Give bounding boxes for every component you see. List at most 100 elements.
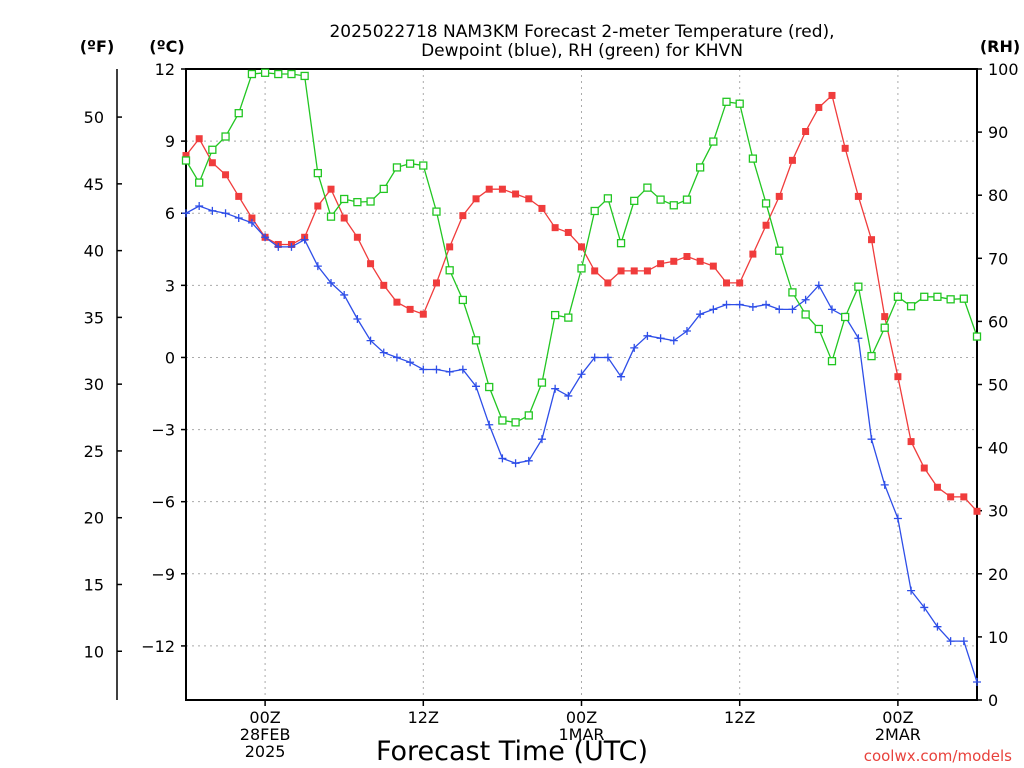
y-fahrenheit-tick-label: 35 — [84, 308, 104, 327]
rh-point — [366, 197, 375, 206]
temperature-point — [564, 228, 572, 236]
rh-point — [906, 302, 916, 311]
grid — [186, 69, 977, 700]
dewpoint-point — [182, 209, 190, 218]
dewpoint-point — [788, 305, 797, 314]
temperature-point — [868, 236, 876, 244]
temperature-point — [788, 156, 796, 164]
dewpoint-point — [617, 372, 626, 381]
rh-point — [630, 196, 639, 206]
dewpoint-point — [867, 435, 876, 444]
temperature-point — [459, 212, 467, 220]
dewpoint-point — [498, 454, 507, 463]
y-rh-tick-label: 50 — [988, 376, 1008, 395]
y-celsius-tick-label: 3 — [165, 276, 175, 295]
rh-point — [682, 195, 692, 204]
x-tick-label: 00Z — [566, 708, 597, 727]
temperature-point — [195, 135, 203, 143]
y-rh-tick-label: 80 — [988, 186, 1008, 205]
dewpoint-point — [366, 336, 375, 345]
y-celsius-tick-label: 12 — [155, 60, 175, 79]
x-tick-label: 1MAR — [558, 725, 604, 744]
dewpoint-point — [854, 334, 863, 343]
temperature-point — [525, 195, 533, 203]
dewpoint-point — [630, 343, 639, 352]
dewpoint-point — [946, 637, 955, 646]
rh-point — [946, 295, 955, 304]
dewpoint-point — [195, 202, 204, 211]
dewpoint-point — [392, 353, 401, 362]
rh-point — [392, 163, 402, 172]
dewpoint-point — [827, 305, 836, 314]
y-fahrenheit-tick-label: 30 — [84, 375, 104, 394]
temperature-point — [512, 190, 520, 198]
temperature-point — [670, 257, 678, 265]
dewpoint-point — [406, 358, 415, 367]
temperature-point — [617, 267, 625, 275]
temperature-point — [248, 214, 256, 222]
dewpoint-point — [907, 586, 916, 595]
temperature-point — [736, 279, 744, 287]
temperature-point — [208, 159, 216, 167]
rh-point — [775, 246, 784, 255]
temperature-point — [235, 192, 243, 200]
dewpoint-point — [959, 637, 968, 646]
dewpoint-point — [472, 382, 481, 391]
temperature-point — [314, 202, 322, 210]
dewpoint-point — [709, 305, 718, 314]
temperature-point — [472, 195, 480, 203]
dewpoint-point — [893, 514, 902, 523]
dewpoint-point — [682, 327, 691, 336]
dewpoint-point — [722, 300, 731, 309]
temperature-point — [749, 250, 757, 258]
y-rh-tick-label: 0 — [988, 691, 998, 710]
dewpoint-point — [564, 391, 573, 400]
temperature-point — [881, 313, 889, 321]
dewpoint-point — [880, 480, 889, 489]
temperature-point — [802, 127, 810, 135]
series-rh — [181, 68, 982, 427]
rh-point — [234, 109, 243, 118]
y-fahrenheit-tick-label: 45 — [84, 175, 104, 194]
dewpoint-point — [432, 365, 441, 374]
plot-frame — [185, 68, 978, 701]
y-fahrenheit-tick-label: 40 — [84, 242, 104, 261]
rh-point — [616, 239, 626, 248]
y-celsius-tick-label: 0 — [165, 348, 175, 367]
temperature-point — [854, 192, 862, 200]
rh-point — [761, 199, 771, 208]
x-axis-title: Forecast Time (UTC) — [376, 736, 648, 767]
rh-point — [893, 292, 903, 301]
y-celsius-tick-label: 6 — [165, 204, 175, 223]
dewpoint-point — [603, 353, 612, 362]
rh-point — [867, 351, 876, 361]
dewpoint-point — [445, 367, 454, 376]
temperature-point — [762, 221, 770, 229]
rh-point — [577, 264, 586, 273]
temperature-point — [340, 214, 348, 222]
celsius-unit-label: (ºC) — [149, 37, 184, 56]
rh-point — [814, 324, 823, 334]
rh-point — [498, 416, 507, 425]
dewpoint-point — [762, 300, 771, 309]
rh-point — [340, 194, 349, 204]
rh-point — [656, 195, 665, 204]
dewpoint-point — [485, 420, 494, 429]
temperature-point — [393, 298, 401, 306]
dewpoint-point — [551, 384, 560, 393]
dewpoint-point — [669, 336, 678, 345]
rh-point — [221, 132, 230, 141]
dewpoint-point — [340, 290, 349, 299]
rh-point — [313, 168, 322, 178]
temperature-point — [709, 262, 717, 270]
temperature-point — [696, 257, 704, 265]
rh-point — [564, 313, 573, 322]
rh-point — [880, 323, 889, 332]
temperature-point — [683, 252, 691, 260]
x-tick-label: 00Z — [249, 708, 280, 727]
rh-point — [827, 357, 837, 366]
temperature-point — [578, 243, 585, 251]
rh-point — [287, 69, 296, 79]
rh-point — [260, 68, 270, 77]
y-rh-tick-label: 10 — [988, 628, 1008, 647]
